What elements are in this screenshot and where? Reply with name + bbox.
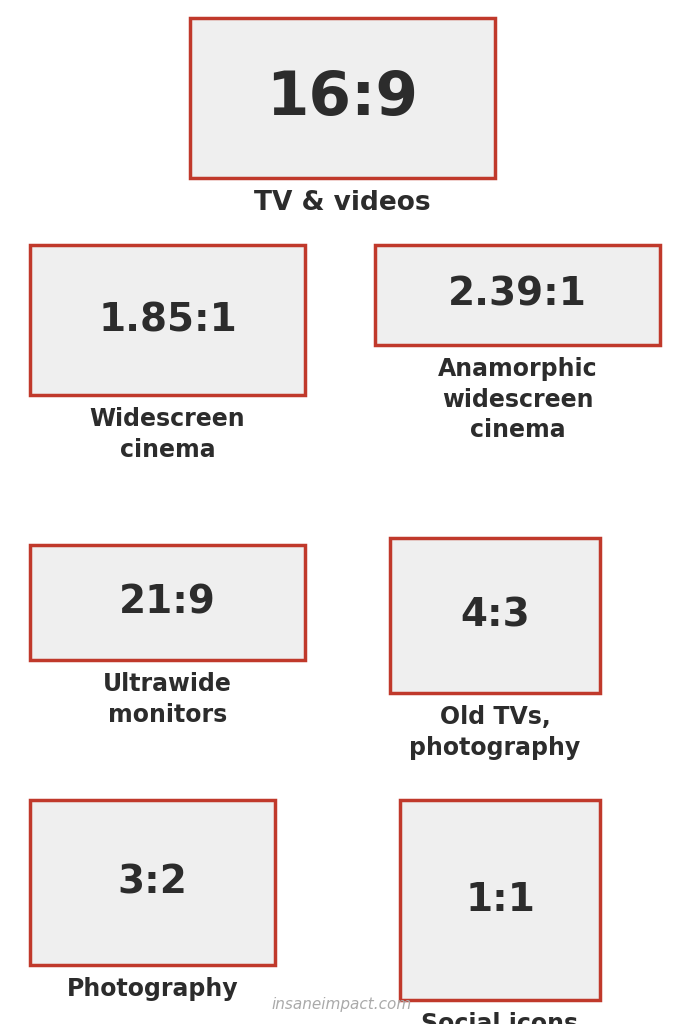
Text: Widescreen
cinema: Widescreen cinema — [89, 407, 245, 462]
Bar — [30, 545, 305, 660]
Bar — [190, 18, 495, 178]
Text: 3:2: 3:2 — [117, 863, 187, 901]
Text: Social icons: Social icons — [421, 1012, 579, 1024]
Bar — [400, 800, 600, 1000]
Bar — [30, 245, 305, 395]
Bar — [375, 245, 660, 345]
Text: 2.39:1: 2.39:1 — [448, 276, 587, 314]
Text: Photography: Photography — [67, 977, 238, 1001]
Text: 4:3: 4:3 — [460, 597, 530, 635]
Text: insaneimpact.com: insaneimpact.com — [271, 997, 412, 1013]
Bar — [30, 800, 275, 965]
Text: Ultrawide
monitors: Ultrawide monitors — [103, 672, 232, 727]
Text: 16:9: 16:9 — [266, 69, 419, 128]
Text: Old TVs,
photography: Old TVs, photography — [409, 705, 581, 760]
Text: 1.85:1: 1.85:1 — [98, 301, 237, 339]
Text: Anamorphic
widescreen
cinema: Anamorphic widescreen cinema — [438, 357, 598, 442]
Text: TV & videos: TV & videos — [254, 190, 431, 216]
Text: 21:9: 21:9 — [119, 584, 216, 622]
Bar — [390, 538, 600, 693]
Text: 1:1: 1:1 — [465, 881, 535, 919]
